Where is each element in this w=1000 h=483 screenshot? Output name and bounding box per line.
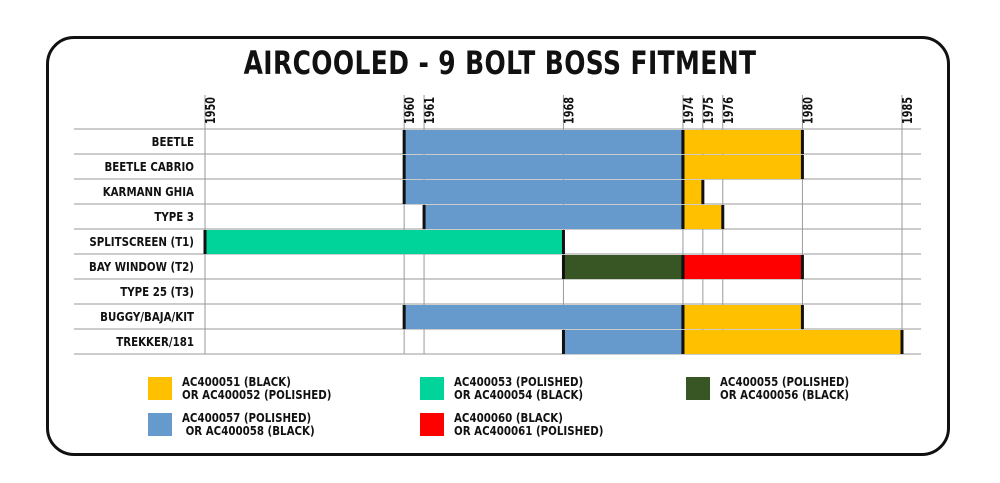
bar-boundary-marker bbox=[402, 155, 406, 179]
bar-boundary-marker bbox=[203, 230, 207, 254]
gantt-bar bbox=[404, 180, 683, 204]
gantt-bar bbox=[563, 255, 683, 279]
bar-boundary-marker bbox=[561, 255, 565, 279]
bar-boundary-marker bbox=[701, 180, 705, 204]
bar-boundary-marker bbox=[800, 130, 804, 154]
bar-boundary-marker bbox=[681, 155, 685, 179]
bar-boundary-marker bbox=[681, 305, 685, 329]
x-tick-label: 1950 bbox=[204, 97, 219, 124]
bar-boundary-marker bbox=[800, 255, 804, 279]
bar-boundary-marker bbox=[721, 205, 725, 229]
chart-title: AIRCOOLED - 9 BOLT BOSS FITMENT bbox=[243, 44, 757, 82]
x-tick-label: 1960 bbox=[403, 97, 418, 124]
bar-boundary-marker bbox=[681, 130, 685, 154]
gantt-bar bbox=[404, 305, 683, 329]
gantt-bar bbox=[205, 230, 564, 254]
x-tick-label: 1976 bbox=[722, 97, 737, 124]
bar-boundary-marker bbox=[402, 180, 406, 204]
bar-boundary-marker bbox=[422, 205, 426, 229]
x-tick-label: 1975 bbox=[702, 97, 717, 124]
gantt-bar bbox=[682, 305, 803, 329]
category-label: BEETLE CABRIO bbox=[104, 159, 194, 174]
gantt-bar bbox=[682, 255, 803, 279]
gantt-bar bbox=[404, 155, 683, 179]
x-tick-label: 1968 bbox=[562, 97, 577, 124]
bar-boundary-marker bbox=[681, 180, 685, 204]
x-tick-label: 1985 bbox=[901, 97, 916, 124]
category-label: BAY WINDOW (T2) bbox=[89, 259, 194, 274]
category-label: SPLITSCREEN (T1) bbox=[89, 234, 194, 249]
gantt-bar bbox=[682, 205, 723, 229]
gantt-bar bbox=[563, 330, 683, 354]
x-tick-label: 1961 bbox=[423, 97, 438, 124]
category-label: TYPE 25 (T3) bbox=[120, 284, 194, 299]
bar-boundary-marker bbox=[561, 230, 565, 254]
bar-boundary-marker bbox=[800, 305, 804, 329]
bar-boundary-marker bbox=[561, 330, 565, 354]
gantt-bar bbox=[424, 205, 683, 229]
category-label: KARMANN GHIA bbox=[103, 184, 194, 199]
bar-boundary-marker bbox=[681, 205, 685, 229]
gantt-bar bbox=[682, 130, 803, 154]
x-tick-label: 1974 bbox=[682, 97, 697, 124]
x-tick-label: 1980 bbox=[801, 97, 816, 124]
category-label: TYPE 3 bbox=[154, 209, 194, 224]
bar-boundary-marker bbox=[402, 130, 406, 154]
category-label: TREKKER/181 bbox=[116, 334, 194, 349]
bar-boundary-marker bbox=[800, 155, 804, 179]
category-label: BUGGY/BAJA/KIT bbox=[100, 309, 194, 324]
bar-boundary-marker bbox=[900, 330, 904, 354]
category-label: BEETLE bbox=[152, 134, 194, 149]
bar-boundary-marker bbox=[681, 330, 685, 354]
gantt-bar bbox=[682, 180, 703, 204]
bar-boundary-marker bbox=[402, 305, 406, 329]
gantt-bar bbox=[682, 155, 803, 179]
gantt-bar bbox=[404, 130, 683, 154]
gantt-bar bbox=[682, 330, 902, 354]
bar-boundary-marker bbox=[681, 255, 685, 279]
